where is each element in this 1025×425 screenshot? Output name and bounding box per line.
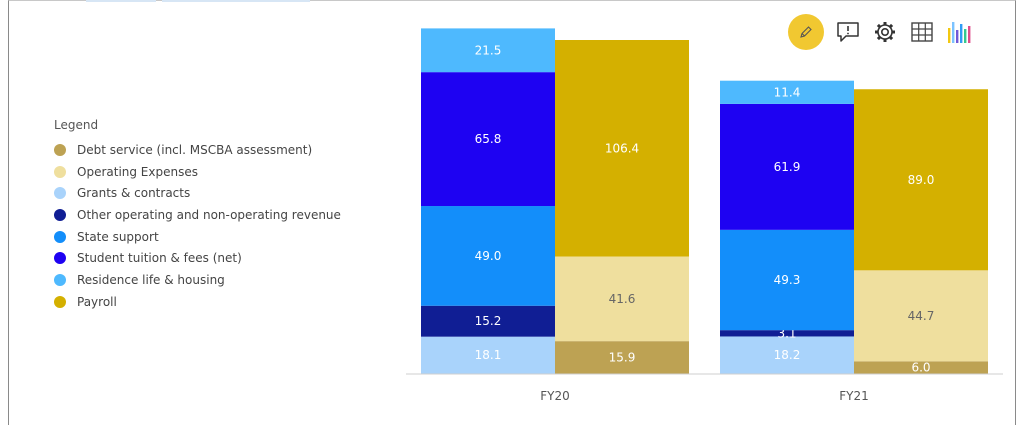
legend-item[interactable]: Payroll <box>54 291 341 313</box>
data-label: 49.0 <box>475 249 502 263</box>
chart-legend: Legend Debt service (incl. MSCBA assessm… <box>54 118 341 313</box>
x-tick-label: FY20 <box>540 389 570 403</box>
comment-button[interactable] <box>833 17 863 47</box>
data-label: 15.9 <box>609 350 636 364</box>
legend-item[interactable]: Residence life & housing <box>54 269 341 291</box>
legend-label: Debt service (incl. MSCBA assessment) <box>77 142 313 157</box>
bar-segment[interactable] <box>421 28 555 73</box>
bar-segment[interactable] <box>720 330 854 337</box>
table-grid-icon <box>911 22 933 42</box>
legend-item[interactable]: Operating Expenses <box>54 161 341 183</box>
legend-dot <box>54 187 66 200</box>
bar-segment[interactable] <box>854 89 988 271</box>
bar-segment[interactable] <box>421 206 555 306</box>
legend-label: Residence life & housing <box>77 272 225 287</box>
pencil-icon <box>800 26 812 38</box>
legend-dot <box>54 208 66 221</box>
legend-label: State support <box>77 229 159 244</box>
settings-button[interactable] <box>870 17 900 47</box>
data-label: 89.0 <box>908 173 935 187</box>
bar-segment[interactable] <box>421 336 555 374</box>
gear-icon <box>875 22 895 42</box>
chart-bars-icon <box>948 22 971 43</box>
data-label: 6.0 <box>911 360 930 374</box>
legend-dot <box>54 295 66 308</box>
bar-segment[interactable] <box>555 40 689 257</box>
bar-segment[interactable] <box>720 80 854 104</box>
legend-label: Grants & contracts <box>77 186 191 201</box>
data-label: 61.9 <box>774 160 801 174</box>
data-label: 15.2 <box>475 314 502 328</box>
data-label: 44.7 <box>908 309 935 323</box>
data-label: 49.3 <box>774 273 801 287</box>
data-label: 106.4 <box>605 141 639 155</box>
comment-icon <box>837 22 859 42</box>
bar-segment[interactable] <box>555 341 689 374</box>
legend-label: Student tuition & fees (net) <box>77 251 242 266</box>
legend-dot <box>54 252 66 265</box>
bar-segment[interactable] <box>854 361 988 374</box>
data-label: 65.8 <box>475 132 502 146</box>
legend-item[interactable]: Debt service (incl. MSCBA assessment) <box>54 139 341 161</box>
legend-label: Other operating and non-operating revenu… <box>77 207 341 222</box>
legend-dot <box>54 165 66 178</box>
show-as-table-button[interactable] <box>907 17 937 47</box>
visual-type-button[interactable] <box>944 17 974 47</box>
data-label: 11.4 <box>774 85 801 99</box>
x-tick-label: FY21 <box>839 389 869 403</box>
legend-label: Payroll <box>77 294 117 309</box>
legend-item[interactable]: Other operating and non-operating revenu… <box>54 204 341 226</box>
bar-segment[interactable] <box>555 256 689 342</box>
bar-segment[interactable] <box>720 103 854 230</box>
legend-dot <box>54 143 66 156</box>
top-highlight-strip <box>86 0 156 2</box>
visual-frame <box>8 0 1016 425</box>
edit-button[interactable] <box>788 14 824 50</box>
legend-dot <box>54 230 66 243</box>
bar-segment[interactable] <box>720 229 854 331</box>
legend-dot <box>54 273 66 286</box>
visual-toolbar <box>788 14 981 50</box>
legend-item[interactable]: Grants & contracts <box>54 182 341 204</box>
bar-segment[interactable] <box>421 305 555 337</box>
bar-segment[interactable] <box>854 270 988 362</box>
data-label: 41.6 <box>609 292 636 306</box>
data-label: 21.5 <box>475 43 502 57</box>
bar-segment[interactable] <box>421 72 555 207</box>
data-label: 18.2 <box>774 348 801 362</box>
data-label: 18.1 <box>475 348 502 362</box>
top-highlight-strip <box>162 0 310 2</box>
legend-item[interactable]: State support <box>54 226 341 248</box>
bar-segment[interactable] <box>720 336 854 374</box>
legend-item[interactable]: Student tuition & fees (net) <box>54 247 341 269</box>
legend-title: Legend <box>54 118 99 132</box>
legend-label: Operating Expenses <box>77 164 198 179</box>
